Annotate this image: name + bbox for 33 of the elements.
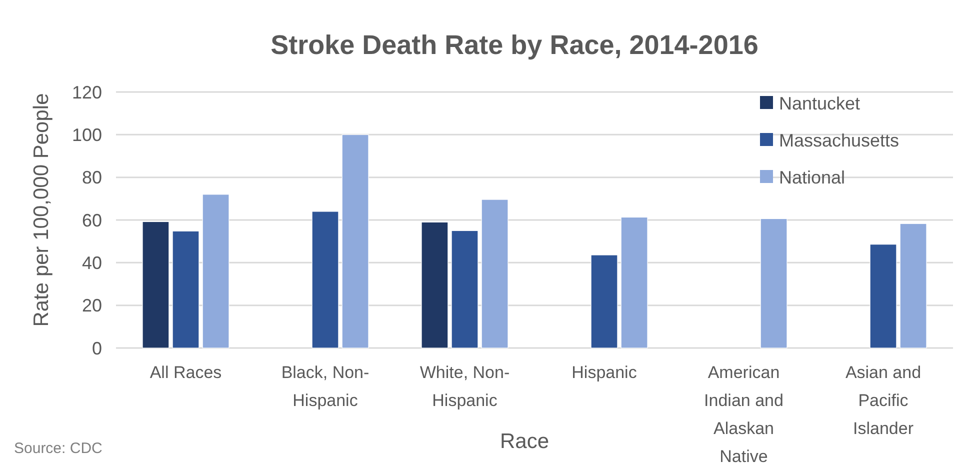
bar: [342, 134, 369, 348]
bar: [421, 222, 448, 348]
x-tick-label: All Races: [150, 363, 222, 382]
y-tick-label: 20: [82, 296, 102, 316]
bar: [202, 194, 230, 348]
chart-title: Stroke Death Rate by Race, 2014-2016: [270, 30, 758, 60]
bar: [870, 244, 897, 348]
y-tick-label: 80: [82, 168, 102, 188]
bar: [142, 221, 170, 348]
bar: [481, 199, 508, 348]
y-tick-label: 60: [82, 210, 102, 230]
bar: [620, 216, 648, 348]
x-tick-label: Black, Non-Hispanic: [281, 363, 370, 410]
y-tick-label: 100: [72, 124, 102, 145]
y-tick-label: 0: [92, 338, 102, 358]
bar: [590, 254, 618, 348]
source-note: Source: CDC: [14, 440, 103, 457]
bar: [900, 223, 927, 348]
bar: [451, 230, 478, 348]
x-tick-label: Asian and Pacific Islander: [845, 363, 922, 438]
x-axis-title: Race: [500, 430, 550, 453]
legend-label: National: [779, 167, 846, 188]
y-tick-label: 40: [82, 252, 102, 273]
bar: [172, 230, 200, 348]
x-tick-label: Hispanic: [572, 363, 638, 382]
legend-label: Massachusetts: [779, 130, 900, 150]
legend-label: Nantucket: [779, 93, 860, 114]
x-tick-label: American Indian and Alaskan Native: [704, 363, 784, 466]
bar: [760, 218, 788, 348]
x-tick-label: White, Non-Hispanic: [420, 363, 510, 410]
bar: [312, 211, 339, 348]
y-axis-title: Rate per 100,000 People: [30, 93, 53, 327]
y-tick-label: 120: [72, 82, 102, 102]
